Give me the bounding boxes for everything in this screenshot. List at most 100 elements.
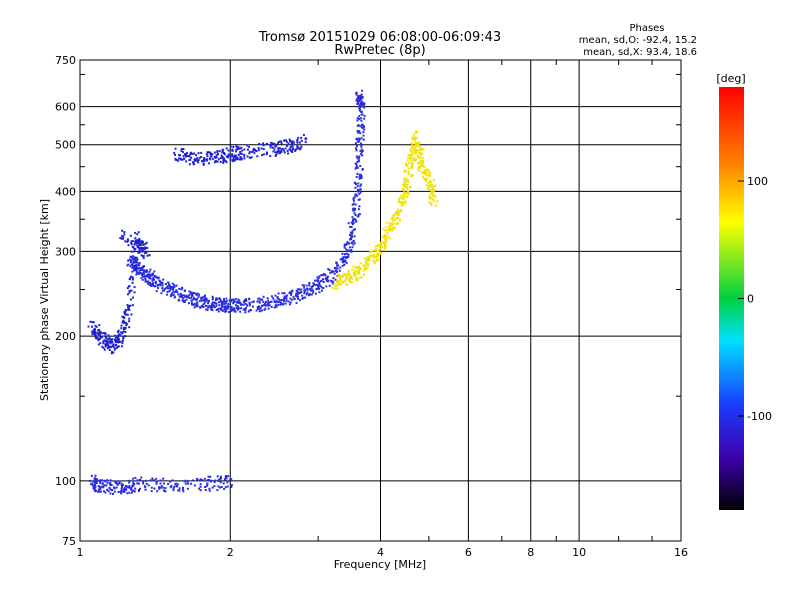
echo-point: [183, 289, 186, 292]
echo-point: [315, 279, 318, 282]
echo-point: [260, 309, 263, 312]
y-tick-label: 75: [62, 535, 76, 548]
echo-point: [428, 171, 431, 174]
echo-point: [362, 103, 365, 106]
echo-point: [360, 119, 363, 122]
echo-point: [208, 162, 211, 165]
echo-point: [274, 151, 277, 154]
echo-point: [420, 160, 423, 162]
echo-point: [218, 301, 220, 304]
echo-point: [99, 479, 102, 482]
echo-point: [298, 288, 301, 291]
echo-point: [352, 222, 355, 225]
echo-point: [388, 226, 391, 229]
echo-point: [304, 296, 307, 299]
echo-point: [430, 185, 433, 188]
echo-point: [263, 304, 266, 307]
echo-point: [343, 246, 346, 249]
echo-point: [92, 321, 95, 324]
echo-point: [239, 302, 242, 305]
echo-point: [145, 275, 148, 278]
echo-point: [413, 149, 416, 152]
echo-point: [160, 292, 163, 295]
echo-point: [109, 479, 112, 482]
echo-point: [378, 249, 381, 252]
echo-point: [277, 148, 280, 151]
echo-point: [306, 287, 309, 290]
echo-point: [341, 261, 344, 263]
echo-point: [144, 280, 147, 283]
echo-point: [103, 490, 105, 493]
echo-point: [131, 266, 134, 269]
echo-point: [405, 193, 408, 196]
echo-point: [189, 152, 192, 155]
echo-point: [93, 481, 96, 484]
trace-0: [126, 89, 366, 314]
echo-point: [354, 273, 357, 276]
echo-point: [110, 352, 113, 355]
echo-point: [232, 156, 235, 159]
echo-point: [355, 183, 357, 186]
echo-point: [434, 195, 437, 198]
echo-point: [225, 297, 228, 300]
echo-point: [205, 485, 208, 488]
echo-point: [106, 347, 109, 350]
echo-point: [130, 255, 133, 258]
echo-point: [405, 178, 408, 181]
echo-point: [258, 301, 261, 304]
echo-point: [224, 475, 227, 477]
echo-point: [314, 292, 317, 295]
echo-point: [182, 148, 185, 150]
echo-point: [279, 303, 282, 306]
echo-point: [394, 212, 397, 215]
echo-point: [161, 284, 164, 287]
echo-point: [273, 306, 276, 309]
echo-point: [277, 150, 280, 153]
echo-point: [358, 205, 361, 208]
echo-point: [280, 151, 283, 154]
echo-point: [130, 240, 133, 243]
x-tick-label: 4: [377, 546, 384, 559]
echo-point: [126, 304, 129, 307]
echo-point: [192, 161, 194, 164]
echo-point: [429, 194, 432, 197]
echo-point: [219, 476, 222, 479]
echo-point: [200, 305, 203, 308]
echo-point: [348, 249, 351, 252]
echo-point: [208, 487, 211, 490]
echo-point: [205, 297, 208, 300]
echo-point: [215, 297, 218, 300]
echo-point: [351, 232, 354, 235]
echo-point: [258, 143, 261, 146]
echo-point: [355, 145, 358, 148]
echo-point: [250, 156, 253, 159]
echo-point: [423, 178, 426, 181]
echo-point: [131, 304, 134, 307]
echo-point: [257, 297, 260, 300]
echo-point: [229, 299, 232, 301]
echo-point: [357, 208, 360, 211]
echo-point: [384, 238, 387, 241]
echo-point: [151, 284, 154, 287]
echo-point: [374, 255, 377, 258]
echo-point: [220, 154, 223, 157]
echo-point: [186, 295, 189, 298]
echo-point: [199, 485, 202, 488]
echo-point: [361, 123, 364, 126]
echo-point: [274, 155, 277, 157]
echo-point: [159, 479, 162, 482]
echo-point: [290, 292, 293, 295]
echo-point: [225, 310, 228, 313]
echo-point: [177, 299, 180, 302]
echo-point: [173, 291, 176, 294]
echo-point: [352, 239, 355, 242]
echo-point: [126, 492, 129, 495]
echo-point: [359, 267, 362, 270]
echo-point: [368, 258, 371, 261]
echo-point: [356, 272, 359, 275]
echo-point: [182, 155, 185, 158]
echo-point: [145, 250, 148, 253]
echo-point: [123, 317, 126, 319]
echo-point: [423, 171, 426, 174]
echo-point: [208, 157, 211, 160]
